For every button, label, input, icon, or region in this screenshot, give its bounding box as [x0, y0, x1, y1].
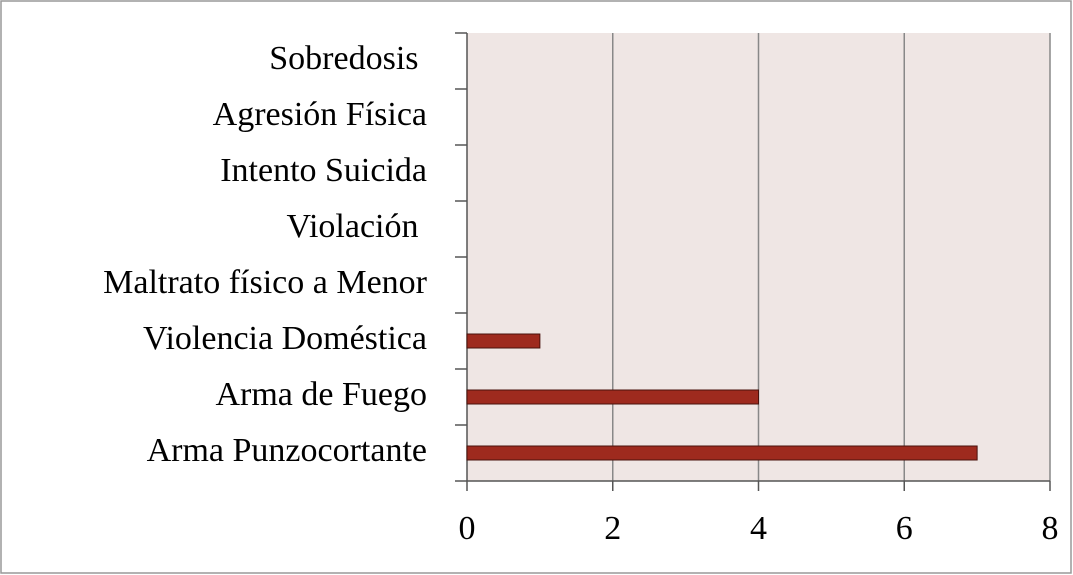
x-tick-label: 2 — [604, 510, 621, 547]
y-tick-label: Arma de Fuego — [215, 376, 427, 413]
y-tick-label: Intento Suicida — [220, 152, 427, 189]
bar — [466, 445, 978, 461]
y-tick-label: Violencia Doméstica — [143, 320, 427, 357]
y-tick-label: Agresión Física — [213, 96, 427, 133]
y-tick-label: Arma Punzocortante — [147, 432, 427, 469]
bar — [466, 333, 541, 349]
y-tick-label: Maltrato físico a Menor — [103, 264, 428, 301]
x-tick-label: 4 — [750, 510, 767, 547]
x-tick-label: 0 — [459, 510, 476, 547]
y-tick-label: Sobredosis — [269, 40, 427, 77]
bar — [466, 389, 759, 405]
y-tick-label: Violación — [286, 208, 427, 245]
x-tick-label: 6 — [896, 510, 913, 547]
x-tick-label: 8 — [1042, 510, 1059, 547]
